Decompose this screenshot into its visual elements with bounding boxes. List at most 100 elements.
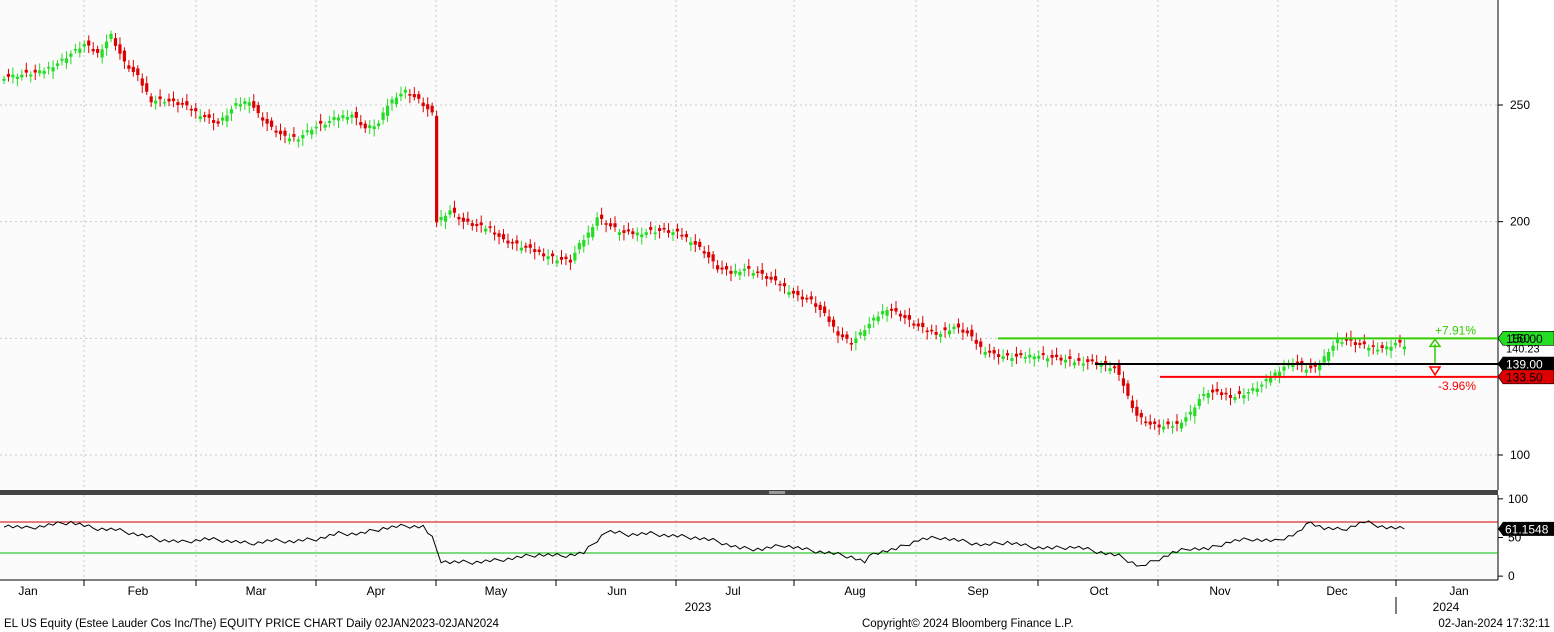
- candle-body: [212, 120, 216, 123]
- candle-body: [140, 78, 144, 86]
- candle-body: [341, 115, 345, 118]
- candle-body: [907, 315, 911, 320]
- candle-body: [261, 117, 265, 121]
- upper-change-label: +7.91%: [1435, 323, 1476, 337]
- candle-body: [1023, 356, 1027, 359]
- candle-body: [207, 114, 211, 118]
- candle-body: [1041, 353, 1045, 356]
- candle-body: [359, 122, 363, 126]
- candle-body: [671, 232, 675, 235]
- candle-body: [533, 249, 537, 252]
- candle-body: [42, 70, 46, 74]
- candle-body: [506, 240, 510, 244]
- candle-body: [1099, 364, 1103, 367]
- candle-body: [109, 33, 113, 39]
- candle-body: [408, 94, 412, 96]
- candle-body: [113, 38, 118, 46]
- candle-body: [840, 334, 845, 338]
- candle-body: [377, 123, 381, 127]
- candle-body: [791, 290, 796, 294]
- candle-body: [568, 259, 573, 263]
- candle-body: [252, 101, 256, 108]
- candle-body: [287, 138, 292, 142]
- candle-body: [979, 341, 983, 347]
- candle-body: [1046, 358, 1050, 362]
- candle-body: [430, 105, 434, 113]
- candle-body: [319, 120, 323, 124]
- candle-body: [394, 97, 399, 105]
- candle-body: [64, 58, 69, 63]
- candle-body: [33, 69, 37, 73]
- candle-body: [1335, 339, 1340, 344]
- candle-body: [180, 103, 184, 105]
- candle-body: [854, 338, 858, 343]
- candle-body: [1202, 393, 1206, 396]
- panel-splitter[interactable]: [0, 490, 1498, 495]
- up-arrow-icon: [1428, 338, 1442, 348]
- candle-body: [1295, 361, 1299, 364]
- candle-body: [1139, 413, 1143, 418]
- down-arrow-icon: [1428, 366, 1442, 377]
- candle-body: [327, 120, 332, 123]
- candle-body: [1086, 359, 1090, 363]
- main-panel: [0, 0, 1498, 490]
- candle-body: [542, 253, 546, 257]
- candle-body: [1233, 397, 1237, 400]
- candle-body: [600, 214, 604, 219]
- candle-body: [426, 104, 430, 110]
- candle-body: [912, 323, 916, 326]
- candle-body: [118, 44, 122, 54]
- candle-body: [1393, 343, 1398, 346]
- candle-body: [778, 283, 782, 286]
- x-tick-label: Jul: [725, 584, 740, 598]
- candle-body: [965, 330, 969, 334]
- candle-body: [345, 117, 350, 120]
- candle-body: [1077, 358, 1081, 361]
- candle-body: [604, 223, 608, 225]
- y-tick-label: 250: [1510, 98, 1530, 112]
- candle-body: [698, 241, 702, 247]
- candle-body: [1318, 364, 1322, 371]
- candle-body: [1228, 395, 1233, 398]
- candle-body: [470, 223, 474, 226]
- candle-body: [479, 222, 483, 226]
- candle-body: [1322, 356, 1326, 363]
- candle-body: [876, 316, 880, 322]
- candle-body: [403, 89, 407, 93]
- x-tick-label: Dec: [1326, 584, 1347, 598]
- candle-body: [203, 115, 207, 118]
- year-label: 2024: [1433, 600, 1460, 614]
- candle-body: [100, 49, 104, 58]
- candle-body: [524, 245, 528, 248]
- candle-body: [167, 98, 171, 102]
- current-level-label: 139.00: [1506, 358, 1543, 372]
- candle-body: [711, 254, 715, 262]
- candle-body: [69, 53, 73, 57]
- splitter-grip-icon[interactable]: [769, 491, 785, 494]
- candle-body: [154, 100, 158, 104]
- candle-body: [974, 339, 978, 344]
- candle-body: [457, 216, 461, 220]
- candle-body: [559, 256, 564, 260]
- candle-body: [943, 327, 947, 331]
- candle-body: [461, 217, 465, 222]
- candle-body: [653, 232, 657, 235]
- candle-body: [1081, 363, 1085, 366]
- candle-body: [452, 207, 457, 213]
- lower-level-label: 133.50: [1506, 370, 1543, 384]
- candle-body: [1300, 360, 1304, 365]
- candle-body: [1340, 342, 1344, 344]
- candle-body: [122, 50, 127, 62]
- candle-body: [1184, 417, 1188, 422]
- rsi-line: [3, 520, 1405, 567]
- candle-body: [782, 283, 787, 287]
- candle-body: [1282, 366, 1286, 371]
- candle-body: [827, 316, 831, 322]
- candle-body: [921, 322, 925, 328]
- candle-body: [644, 232, 648, 235]
- candle-body: [55, 63, 60, 67]
- candle-body: [577, 243, 581, 250]
- candle-body: [274, 130, 278, 133]
- candle-body: [1063, 359, 1068, 363]
